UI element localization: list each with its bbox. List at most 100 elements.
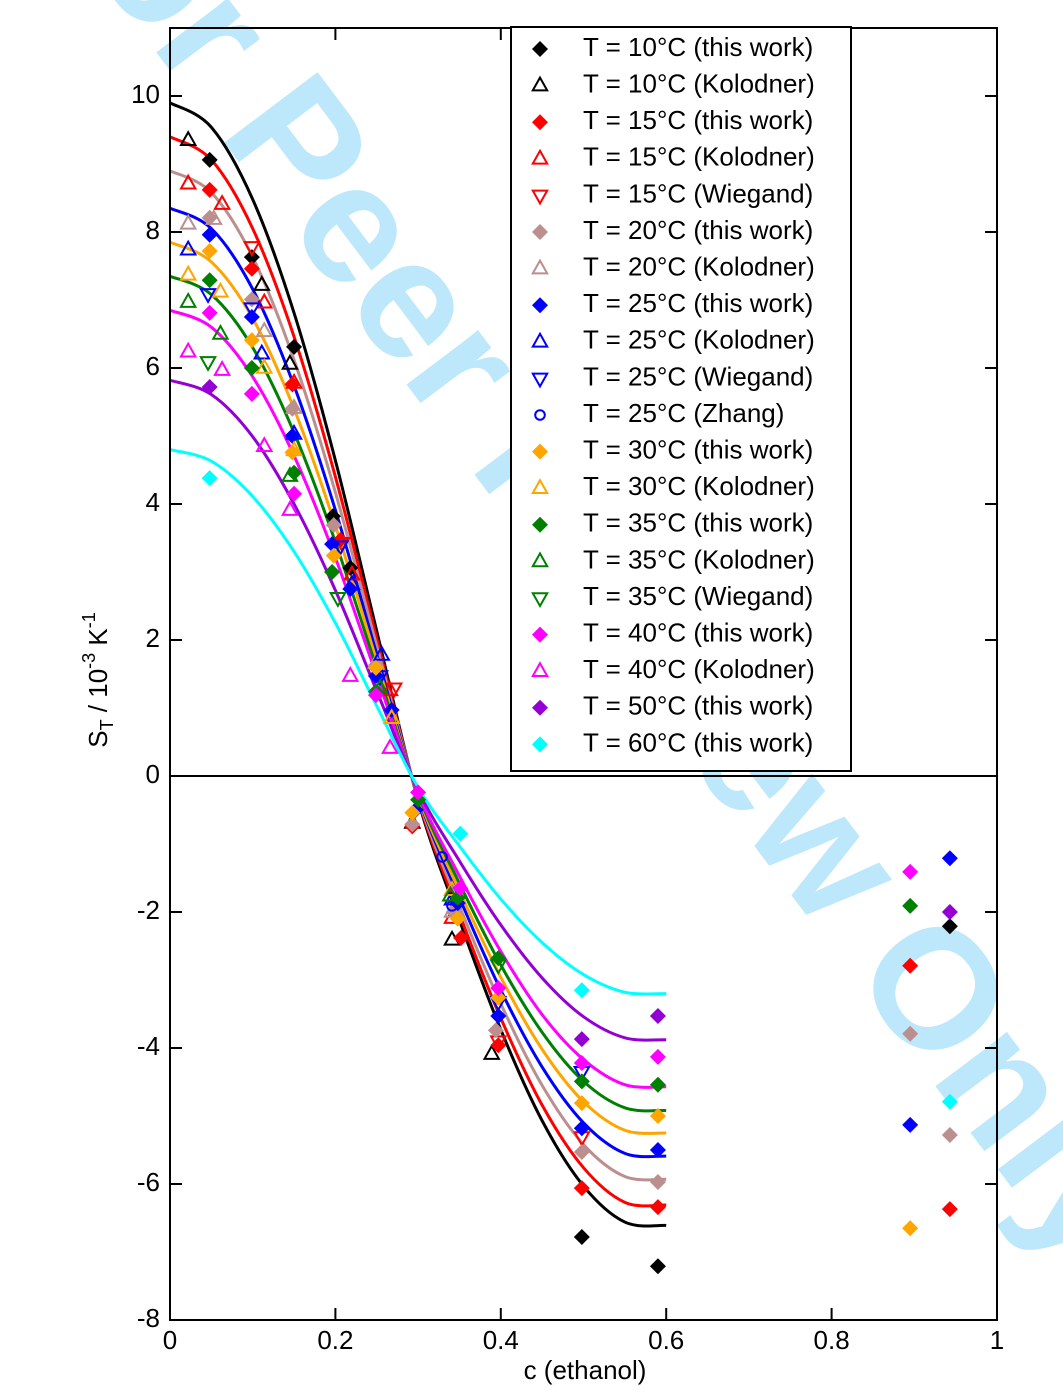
marker [902, 1025, 919, 1042]
marker [255, 321, 274, 338]
marker [179, 130, 198, 146]
marker [243, 332, 260, 349]
marker [404, 816, 421, 833]
marker [285, 372, 303, 389]
marker [573, 1144, 590, 1161]
legend-label: T = 25°C (this work) [583, 288, 813, 318]
plot-area: -8 -6 -4 -2 0 2 4 6 8 10 0 0.2 0.4 0.6 0.8 1 [131, 27, 1004, 1355]
legend-marker [531, 372, 549, 389]
marker [179, 239, 198, 256]
marker [179, 292, 198, 308]
legend-box [510, 26, 852, 772]
legend-marker [532, 699, 548, 716]
marker [281, 353, 299, 370]
marker [343, 564, 361, 581]
marker [199, 288, 217, 304]
marker [441, 885, 460, 902]
legend-marker [531, 661, 549, 677]
y-label-sup: -3 [79, 653, 99, 669]
legend-label: T = 10°C (this work) [583, 32, 813, 62]
marker [381, 738, 399, 754]
legend-marker [531, 331, 549, 348]
marker [367, 687, 384, 704]
marker [482, 1044, 501, 1060]
y-tick-label: 2 [146, 623, 160, 653]
marker [573, 1120, 590, 1137]
legend-label: T = 15°C (Wiegand) [583, 178, 813, 208]
marker [941, 918, 958, 935]
x-tick-label: 1 [990, 1325, 1004, 1355]
marker [902, 957, 919, 974]
marker [255, 292, 274, 309]
marker [213, 194, 232, 210]
marker [941, 1201, 958, 1218]
marker [211, 281, 230, 298]
legend-marker [532, 626, 548, 643]
marker [201, 470, 218, 487]
legend-label: T = 35°C (Kolodner) [583, 544, 815, 574]
marker [243, 249, 260, 266]
marker [573, 1031, 590, 1048]
legend-label: T = 25°C (Wiegand) [583, 361, 813, 391]
marker [941, 904, 958, 920]
y-tick-label: 4 [146, 487, 160, 517]
legend-label: T = 35°C (this work) [583, 508, 813, 538]
marker [449, 910, 466, 927]
marker [286, 338, 303, 355]
marker [179, 213, 198, 230]
marker [452, 825, 469, 842]
y-label-part: S [83, 730, 113, 747]
y-tick-label: 8 [146, 215, 160, 245]
legend-marker [532, 114, 548, 131]
x-tick-label: 0.2 [317, 1325, 353, 1355]
marker [902, 863, 919, 880]
marker [573, 1180, 590, 1197]
marker [281, 500, 299, 516]
marker [201, 304, 218, 321]
legend-marker [534, 409, 546, 421]
marker [941, 850, 958, 867]
y-tick-label: -2 [137, 895, 160, 925]
fit-curve [169, 448, 667, 996]
legend-marker [532, 297, 548, 314]
marker [252, 275, 271, 291]
x-tick-label: 0.8 [814, 1325, 850, 1355]
marker [452, 880, 469, 897]
marker [410, 784, 427, 801]
marker [325, 547, 342, 564]
marker [201, 272, 218, 289]
marker [573, 1229, 590, 1246]
x-axis-label: c (ethanol) [524, 1355, 647, 1385]
marker [902, 1116, 919, 1133]
legend-marker [532, 443, 548, 460]
y-tick-label: 0 [146, 759, 160, 789]
legend-marker [531, 478, 549, 494]
legend-label: T = 15°C (Kolodner) [583, 142, 815, 172]
y-label-sub: T [97, 719, 117, 730]
marker [199, 356, 217, 372]
marker [367, 659, 384, 676]
legend-marker [531, 258, 549, 275]
marker [573, 982, 590, 999]
marker [649, 1199, 666, 1216]
legend-marker [532, 516, 548, 533]
y-axis-label: ST / 10-3 K-1 [79, 612, 117, 748]
y-label-sup: -1 [79, 612, 99, 628]
legend-label: T = 20°C (Kolodner) [583, 251, 815, 281]
y-tick-label: -8 [137, 1303, 160, 1333]
legend-marker [531, 189, 549, 206]
legend-marker [531, 148, 549, 165]
marker [324, 564, 341, 580]
marker [453, 929, 470, 946]
marker [213, 360, 232, 376]
marker [201, 151, 218, 168]
marker [242, 241, 261, 257]
legend-label: T = 30°C (this work) [583, 434, 813, 464]
marker [573, 1073, 590, 1090]
marker [341, 666, 360, 682]
legend-marker [532, 736, 548, 753]
legend-label: T = 30°C (Kolodner) [583, 471, 815, 501]
marker [255, 357, 274, 374]
marker [649, 1108, 666, 1124]
